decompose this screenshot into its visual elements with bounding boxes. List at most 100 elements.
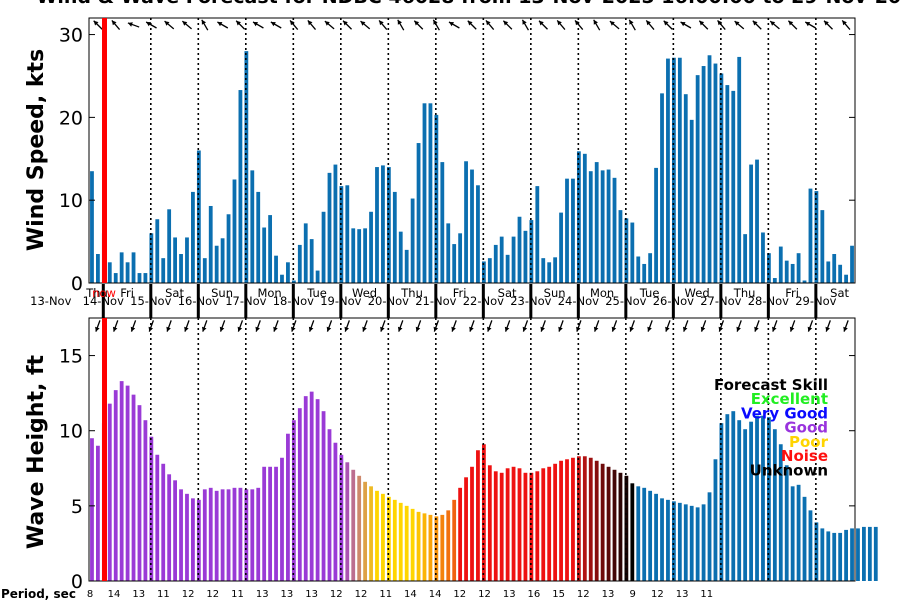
bar: [244, 489, 249, 581]
bar: [185, 493, 189, 581]
period-tick-label: 16: [528, 589, 541, 600]
now-line: [102, 318, 107, 581]
bar: [339, 454, 344, 581]
bar: [428, 103, 433, 283]
axes-frame: [88, 317, 856, 582]
direction-arrow: [609, 20, 620, 30]
direction-arrow: [307, 19, 317, 31]
bar: [784, 260, 789, 283]
bar: [772, 278, 777, 283]
bar: [677, 57, 682, 283]
date-label: 23-Nov: [510, 294, 551, 308]
bar: [428, 514, 433, 581]
bar: [565, 459, 569, 581]
bar: [458, 487, 463, 581]
direction-arrow: [698, 20, 709, 30]
direction-arrow: [823, 20, 833, 30]
bar: [422, 103, 427, 283]
bar: [671, 57, 676, 283]
bar: [386, 167, 391, 283]
bar: [778, 246, 783, 283]
direction-arrow: [736, 320, 742, 332]
bar: [844, 274, 848, 283]
bar: [286, 262, 290, 283]
y-tick-label: 0: [71, 273, 83, 295]
direction-arrow: [217, 21, 229, 29]
bar: [612, 177, 617, 283]
period-tick-label: 8: [87, 589, 93, 600]
direction-arrow: [647, 320, 653, 332]
bar: [369, 211, 373, 283]
bar: [844, 529, 848, 581]
direction-arrow: [93, 20, 103, 30]
bar: [345, 185, 350, 283]
day-of-week-label: Thu: [400, 286, 423, 300]
bar: [582, 456, 587, 581]
bar: [416, 511, 421, 581]
day-separator: [386, 284, 390, 318]
direction-arrow: [717, 19, 726, 31]
direction-arrow: [362, 320, 368, 332]
bar: [131, 252, 136, 283]
direction-arrow: [700, 320, 707, 332]
bar: [327, 429, 332, 581]
direction-arrow: [270, 21, 282, 29]
bar: [422, 513, 427, 581]
bar: [695, 507, 700, 581]
period-tick-label: 13: [256, 589, 269, 600]
bar: [238, 487, 243, 581]
direction-arrow: [574, 19, 584, 31]
direction-arrow: [769, 20, 780, 30]
bar: [683, 504, 688, 581]
bar: [535, 186, 540, 283]
bar: [761, 415, 765, 581]
period-tick-label: 11: [231, 589, 244, 600]
bar: [440, 162, 445, 283]
period-tick-label: 11: [379, 589, 392, 600]
direction-arrow: [665, 320, 671, 332]
bar: [796, 253, 801, 283]
bar: [671, 501, 676, 581]
bar: [547, 262, 552, 283]
bar: [511, 236, 516, 283]
bar: [143, 420, 148, 581]
bar: [226, 489, 231, 581]
bar: [220, 238, 225, 283]
bar: [321, 411, 326, 581]
bar: [191, 498, 195, 581]
date-label: 27-Nov: [700, 294, 741, 308]
bar: [369, 486, 373, 581]
bar: [808, 510, 813, 581]
direction-arrow: [324, 20, 335, 30]
bar: [208, 487, 213, 581]
direction-arrow: [166, 320, 172, 332]
direction-arrow: [380, 320, 386, 332]
bar: [588, 457, 593, 581]
direction-arrow: [181, 20, 192, 30]
direction-arrow: [841, 19, 851, 31]
y-tick-label: 30: [59, 25, 83, 47]
bar: [838, 532, 843, 581]
bar: [119, 381, 124, 581]
bar: [333, 442, 338, 581]
y-tick-label: 10: [59, 421, 83, 443]
bar: [487, 258, 492, 283]
bar: [155, 454, 160, 581]
bar: [440, 514, 445, 581]
bar: [274, 466, 278, 581]
bar: [790, 263, 795, 283]
period-tick-label: 12: [577, 589, 590, 600]
direction-arrow: [219, 320, 226, 332]
bar: [529, 220, 534, 283]
day-separator: [101, 284, 105, 318]
period-tick-label: 12: [355, 589, 368, 600]
bar: [214, 490, 219, 581]
direction-arrow: [235, 20, 246, 30]
day-of-week-label: Sat: [498, 286, 517, 300]
bar: [582, 153, 587, 283]
bar: [701, 504, 706, 581]
bar: [291, 420, 296, 581]
direction-arrow: [308, 320, 315, 332]
bar: [404, 505, 409, 581]
direction-arrow: [451, 320, 457, 332]
